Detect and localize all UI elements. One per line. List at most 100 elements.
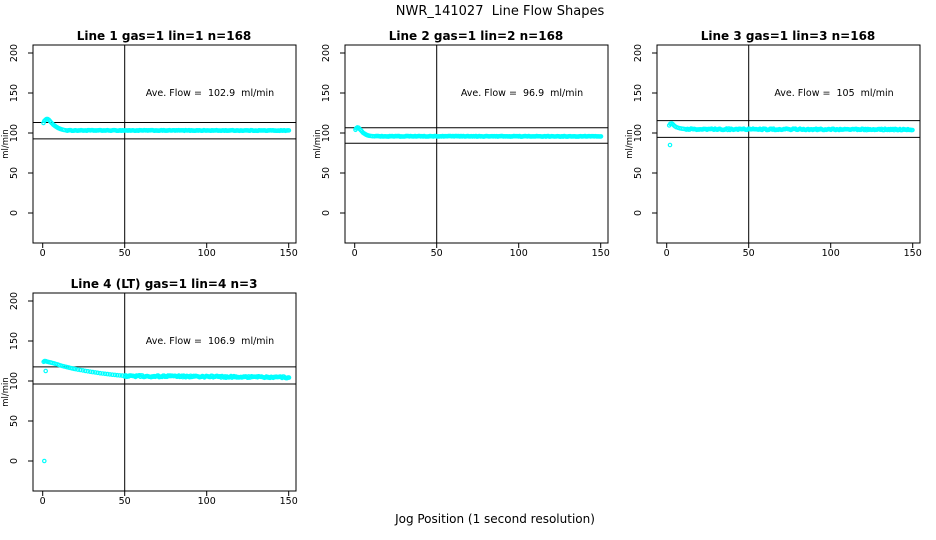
- x-tick-label: 50: [431, 248, 443, 259]
- panel-title: Line 4 (LT) gas=1 lin=4 n=3: [71, 277, 258, 291]
- plot-line-2: Line 2 gas=1 lin=2 n=168 Ave. Flow = 96.…: [313, 29, 610, 259]
- x-tick-label: 0: [664, 248, 670, 259]
- y-tick-label: 150: [9, 332, 20, 350]
- plot-line-1: Line 1 gas=1 lin=1 n=168 Ave. Flow = 102…: [1, 29, 298, 259]
- data-point: [110, 372, 115, 378]
- y-tick-label: 200: [633, 44, 644, 62]
- ave-flow-annotation: Ave. Flow = 105 ml/min: [774, 88, 893, 99]
- y-tick-label: 100: [633, 124, 644, 142]
- data-points: [41, 116, 292, 134]
- y-tick-label: 50: [9, 167, 20, 179]
- reference-lines: [657, 45, 920, 243]
- y-axis-label: ml/min: [625, 129, 635, 159]
- plot-box: [32, 44, 297, 244]
- y-tick-label: 200: [9, 44, 20, 62]
- panel-line-2: Line 2 gas=1 lin=2 n=168 Ave. Flow = 96.…: [312, 25, 624, 273]
- x-axis: 0 50 100 150: [40, 491, 298, 507]
- y-tick-label: 100: [321, 124, 332, 142]
- plot-box: [32, 292, 297, 492]
- y-tick-label: 50: [9, 415, 20, 427]
- panel-title: Line 3 gas=1 lin=3 n=168: [701, 29, 876, 43]
- x-tick-label: 50: [119, 496, 131, 507]
- y-axis-label: ml/min: [313, 129, 323, 159]
- reference-lines: [33, 293, 296, 491]
- data-point: [105, 371, 110, 377]
- x-tick-label: 150: [592, 248, 610, 259]
- plot-content: 0 50 100 150 200 0 50 100 150: [9, 44, 298, 259]
- y-axis: 0 50 100 150 200: [9, 44, 33, 216]
- y-tick-label: 50: [321, 167, 332, 179]
- data-point: [73, 366, 78, 372]
- data-point: [85, 369, 91, 374]
- data-point: [88, 369, 93, 375]
- x-tick-label: 150: [904, 248, 922, 259]
- reference-lines: [345, 45, 608, 243]
- panel-line-4: Line 4 (LT) gas=1 lin=4 n=3 Ave. Flow = …: [0, 273, 312, 521]
- data-point: [75, 367, 81, 372]
- data-point: [102, 371, 108, 377]
- data-point: [286, 128, 292, 133]
- y-tick-label: 50: [633, 167, 644, 179]
- y-tick-label: 150: [633, 84, 644, 102]
- y-tick-label: 0: [633, 210, 644, 216]
- y-tick-label: 100: [9, 124, 20, 142]
- plot-line-3: Line 3 gas=1 lin=3 n=168 Ave. Flow = 105…: [625, 29, 922, 259]
- data-point: [910, 127, 915, 133]
- reference-lines: [33, 45, 296, 243]
- data-point: [100, 371, 105, 376]
- data-point: [598, 134, 604, 139]
- figure-title: NWR_141027 Line Flow Shapes: [395, 4, 605, 19]
- data-point: [112, 372, 118, 378]
- data-point: [80, 368, 86, 373]
- ave-flow-annotation: Ave. Flow = 96.9 ml/min: [461, 88, 583, 99]
- plot-content: 0 50 100 150 200 0 50 100 150: [9, 292, 298, 507]
- data-point: [41, 458, 47, 464]
- data-point: [97, 370, 103, 376]
- data-points: [353, 125, 604, 139]
- data-point: [107, 372, 113, 377]
- x-tick-label: 100: [822, 248, 840, 259]
- data-point: [286, 375, 292, 380]
- x-tick-label: 100: [510, 248, 528, 259]
- plot-box: [656, 44, 921, 244]
- data-point: [117, 373, 123, 378]
- y-tick-label: 200: [9, 292, 20, 310]
- data-point: [95, 370, 100, 376]
- y-axis-label: ml/min: [1, 377, 11, 407]
- x-tick-label: 50: [119, 248, 131, 259]
- plot-line-4: Line 4 (LT) gas=1 lin=4 n=3 Ave. Flow = …: [1, 277, 298, 507]
- y-axis: 0 50 100 150 200: [9, 292, 33, 464]
- y-axis: 0 50 100 150 200: [321, 44, 345, 216]
- ave-flow-annotation: Ave. Flow = 102.9 ml/min: [146, 88, 274, 99]
- y-tick-label: 200: [321, 44, 332, 62]
- data-point: [78, 367, 83, 373]
- x-axis: 0 50 100 150: [40, 243, 298, 259]
- x-tick-label: 0: [40, 496, 46, 507]
- plot-content: 0 50 100 150 200 0 50 100 150: [321, 44, 610, 259]
- data-point: [43, 368, 49, 374]
- y-tick-label: 0: [321, 210, 332, 216]
- ave-flow-annotation: Ave. Flow = 106.9 ml/min: [146, 336, 274, 347]
- x-tick-label: 100: [198, 496, 216, 507]
- x-axis-title: Jog Position (1 second resolution): [395, 512, 595, 526]
- y-tick-label: 100: [9, 372, 20, 390]
- data-point: [115, 372, 120, 378]
- data-point: [92, 370, 98, 375]
- data-point: [90, 369, 96, 375]
- x-tick-label: 0: [352, 248, 358, 259]
- panel-line-3: Line 3 gas=1 lin=3 n=168 Ave. Flow = 105…: [624, 25, 936, 273]
- data-point: [667, 142, 673, 148]
- y-axis-label: ml/min: [1, 129, 11, 159]
- x-tick-label: 150: [280, 248, 298, 259]
- x-axis: 0 50 100 150: [352, 243, 610, 259]
- plot-box: [344, 44, 609, 244]
- panel-line-1: Line 1 gas=1 lin=1 n=168 Ave. Flow = 102…: [0, 25, 312, 273]
- x-tick-label: 100: [198, 248, 216, 259]
- y-tick-label: 150: [321, 84, 332, 102]
- data-points: [41, 358, 292, 464]
- data-points: [666, 121, 915, 148]
- x-tick-label: 50: [743, 248, 755, 259]
- panel-title: Line 1 gas=1 lin=1 n=168: [77, 29, 252, 43]
- x-tick-label: 150: [280, 496, 298, 507]
